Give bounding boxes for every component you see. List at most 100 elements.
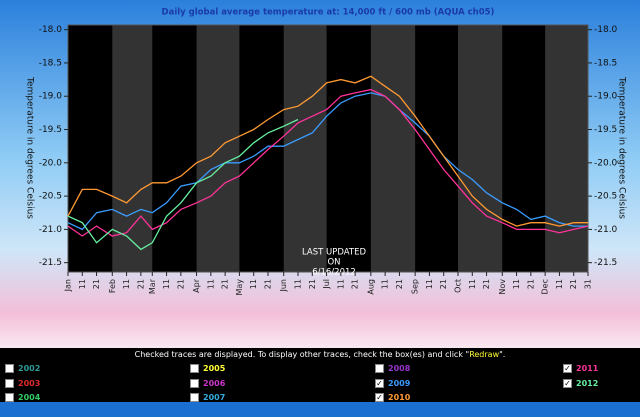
x-tick-label: 11 (555, 279, 564, 289)
y-tick-label: -18.0 (39, 25, 63, 35)
trace-option[interactable]: ✓ 2010 (375, 391, 410, 403)
checkbox[interactable]: ✓ (375, 392, 384, 402)
trace-option[interactable]: ✓ 2012 (563, 377, 598, 389)
x-tick-label: 21 (482, 279, 491, 289)
instruction-text: ". (499, 350, 506, 359)
y2-tick-label: -19.0 (594, 92, 618, 102)
x-tick-label: 11 (468, 279, 477, 289)
trace-label: 2010 (388, 392, 411, 402)
y-tick-label: -18.5 (39, 58, 62, 68)
series-line (67, 88, 589, 237)
chart: Daily global average temperature at: 14,… (0, 0, 640, 348)
trace-label: 2009 (388, 378, 411, 388)
trace-option[interactable]: ✓ 2011 (563, 362, 598, 374)
x-tick-label: Sep (411, 279, 420, 294)
x-tick-label: 11 (425, 279, 434, 289)
redraw-link[interactable]: Redraw (469, 350, 500, 359)
trace-option[interactable]: 2004 (5, 391, 40, 403)
trace-option[interactable]: 2006 (190, 377, 225, 389)
trace-label: 2003 (18, 378, 41, 388)
instructions: Checked traces are displayed. To display… (0, 350, 640, 359)
checkbox[interactable]: ✓ (563, 378, 572, 388)
x-tick-label: 21 (569, 279, 578, 289)
x-tick-label: 11 (162, 279, 171, 289)
annotation: ON (327, 258, 340, 268)
y2-tick-label: -18.0 (594, 25, 618, 35)
y-tick-label: -20.5 (39, 192, 62, 202)
trace-label: 2005 (203, 363, 226, 373)
x-tick-label: Nov (498, 279, 507, 295)
trace-label: 2008 (388, 363, 411, 373)
x-tick-label: 11 (78, 279, 87, 289)
x-tick-label: Oct (454, 279, 463, 293)
x-tick-label: 11 (122, 279, 131, 289)
x-tick-label: 21 (176, 279, 185, 289)
chart-title: Daily global average temperature at: 14,… (162, 8, 495, 18)
trace-label: 2012 (576, 378, 599, 388)
x-tick-label: Dec (541, 279, 550, 294)
trace-option[interactable]: 2003 (5, 377, 40, 389)
checkbox[interactable] (5, 363, 14, 373)
checkbox[interactable] (190, 392, 199, 402)
annotation: 6/16/2012 (312, 268, 356, 278)
trace-option[interactable]: 2002 (5, 362, 40, 374)
x-tick-label: Mar (148, 278, 157, 294)
y-axis-label: Temperature in degrees Celsius (25, 76, 35, 219)
x-tick-label: 21 (264, 279, 273, 289)
x-tick-label: Jan (64, 279, 73, 292)
month-band (370, 25, 416, 272)
x-tick-label: Jul (322, 279, 331, 290)
checkbox[interactable]: ✓ (375, 378, 384, 388)
x-tick-label: 21 (526, 279, 535, 289)
y-tick-label: -19.5 (39, 125, 62, 135)
checkbox[interactable] (190, 378, 199, 388)
month-band (545, 25, 588, 272)
trace-label: 2004 (18, 392, 41, 402)
series-line (67, 75, 588, 227)
trace-panel: Checked traces are displayed. To display… (0, 348, 640, 402)
y2-tick-label: -21.5 (594, 258, 617, 268)
x-tick-label: 11 (294, 279, 303, 289)
month-band (458, 25, 503, 272)
x-tick-label: 21 (136, 279, 145, 289)
checkbox[interactable] (190, 363, 199, 373)
trace-label: 2002 (18, 363, 41, 373)
checkbox[interactable] (5, 378, 14, 388)
month-band (283, 25, 327, 272)
month-band (196, 25, 240, 272)
y2-tick-label: -18.5 (594, 58, 617, 68)
trace-option[interactable]: ✓ 2009 (375, 377, 410, 389)
y2-tick-label: -19.5 (594, 125, 617, 135)
y-tick-label: -21.5 (39, 258, 62, 268)
trace-option[interactable]: 2008 (375, 362, 410, 374)
x-tick-label: 11 (249, 279, 258, 289)
checkbox[interactable]: ✓ (563, 363, 572, 373)
annotation: LAST UPDATED (302, 248, 366, 258)
x-tick-label: 21 (92, 279, 101, 289)
checkbox[interactable] (375, 363, 384, 373)
trace-option[interactable]: 2005 (190, 362, 225, 374)
trace-label: 2011 (576, 363, 599, 373)
y2-axis-label: Temperature in degrees Celsius (617, 76, 627, 219)
month-band (112, 25, 153, 272)
x-tick-label: Apr (192, 278, 201, 293)
plot-border (67, 24, 589, 273)
x-tick-label: 21 (395, 279, 404, 289)
x-tick-label: 11 (381, 279, 390, 289)
checkbox[interactable] (5, 392, 14, 402)
x-tick-label: May (235, 279, 244, 296)
x-tick-label: 21 (308, 279, 317, 289)
trace-label: 2007 (203, 392, 226, 402)
y-tick-label: -19.0 (39, 92, 63, 102)
y-tick-label: -20.0 (39, 158, 63, 168)
y2-tick-label: -20.0 (594, 158, 618, 168)
x-tick-label: Aug (366, 279, 375, 295)
x-tick-label: 21 (351, 279, 360, 289)
series-line (67, 118, 299, 251)
x-tick-label: Feb (108, 279, 117, 293)
x-tick-label: 11 (336, 279, 345, 289)
trace-option[interactable]: 2007 (190, 391, 225, 403)
trace-label: 2006 (203, 378, 226, 388)
series-line (67, 92, 588, 231)
